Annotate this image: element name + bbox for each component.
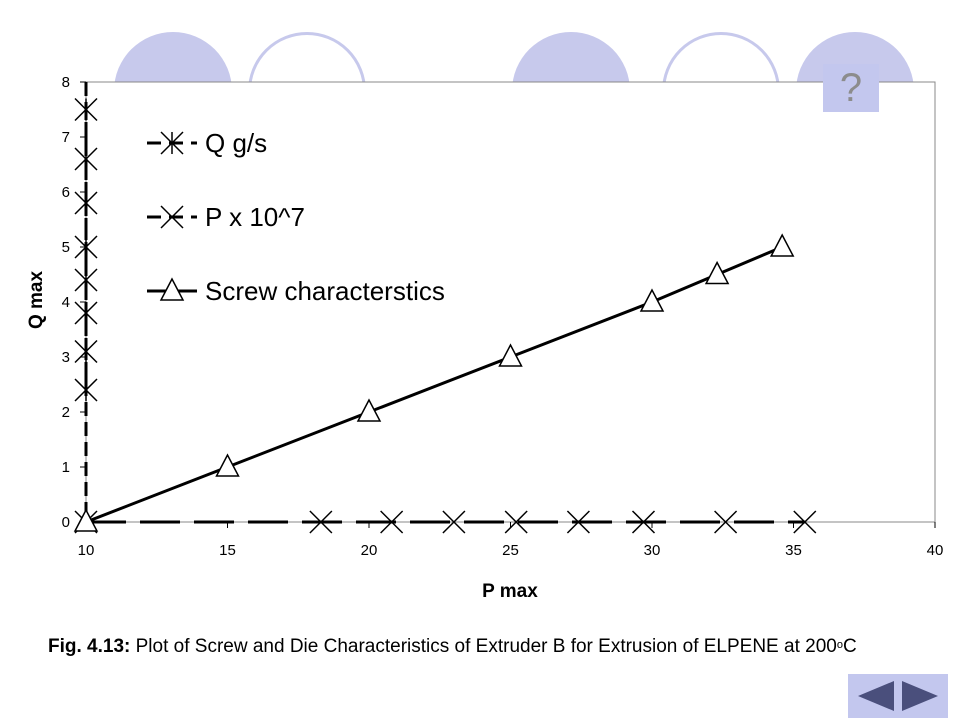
data-point	[704, 260, 730, 285]
legend-label: Screw characterstics	[205, 276, 445, 306]
data-point-stroke	[380, 510, 404, 534]
y-tick-label: 3	[62, 349, 70, 366]
data-point-stroke	[793, 510, 817, 534]
x-axis: 10 15 20 25 30 35 40	[78, 522, 944, 559]
x-tick-label: 20	[361, 542, 378, 559]
x-tick-label: 10	[78, 542, 95, 559]
back-arrow-icon[interactable]	[856, 681, 896, 711]
data-point-stroke	[566, 510, 590, 534]
y-tick-label: 6	[62, 184, 70, 201]
data-point	[769, 233, 795, 257]
y-tick-label: 4	[62, 294, 70, 311]
legend: Q g/s P x 10^7 Screw characterstics	[147, 128, 445, 306]
data-point	[215, 453, 240, 477]
caption-figure-number: Fig. 4.13:	[48, 636, 131, 657]
caption-suffix: C	[842, 636, 857, 657]
series-triangle	[73, 233, 795, 532]
x-tick-label: 15	[219, 542, 236, 559]
caption-text: Plot of Screw and Die Characteristics of…	[130, 636, 837, 657]
plot-area	[85, 81, 936, 523]
data-point	[498, 343, 523, 367]
legend-item: Q g/s	[147, 128, 267, 158]
data-point	[639, 288, 665, 312]
y-tick-label: 2	[62, 404, 70, 421]
data-point-stroke	[442, 510, 466, 534]
legend-marker-stroke	[160, 205, 184, 229]
y-tick-label: 7	[62, 129, 70, 146]
data-point-stroke	[631, 510, 656, 534]
data-point-stroke	[714, 510, 738, 534]
legend-item: Screw characterstics	[147, 276, 445, 306]
y-tick-label: 0	[62, 514, 70, 531]
data-point	[356, 398, 382, 422]
y-tick-label: 1	[62, 459, 70, 476]
x-tick-label: 35	[785, 542, 802, 559]
y-tick-label: 5	[62, 239, 70, 256]
series-asterisk	[74, 97, 98, 402]
y-axis-label: Q max	[26, 271, 47, 330]
legend-label: P x 10^7	[205, 202, 305, 232]
data-point-stroke	[309, 510, 333, 534]
series-layer	[73, 97, 817, 534]
figure-caption: Fig. 4.13: Plot of Screw and Die Charact…	[48, 630, 878, 662]
x-tick-label: 30	[644, 542, 661, 559]
x-tick-label: 40	[927, 542, 944, 559]
x-axis-label: P max	[482, 581, 538, 602]
help-button[interactable]: ?	[823, 64, 879, 112]
forward-arrow-icon[interactable]	[900, 681, 940, 711]
y-axis-ticks: 0 1 2 3 4 5 6 7 8	[62, 74, 86, 531]
navigation-bar	[848, 674, 948, 718]
caption-superscript: o	[836, 639, 843, 651]
y-tick-label: 8	[62, 74, 70, 91]
data-point	[73, 508, 99, 532]
legend-item: P x 10^7	[147, 202, 305, 232]
x-tick-label: 25	[502, 542, 519, 559]
legend-marker	[159, 277, 185, 301]
data-point-stroke	[504, 510, 528, 534]
legend-label: Q g/s	[205, 128, 267, 158]
series-x	[74, 510, 817, 534]
